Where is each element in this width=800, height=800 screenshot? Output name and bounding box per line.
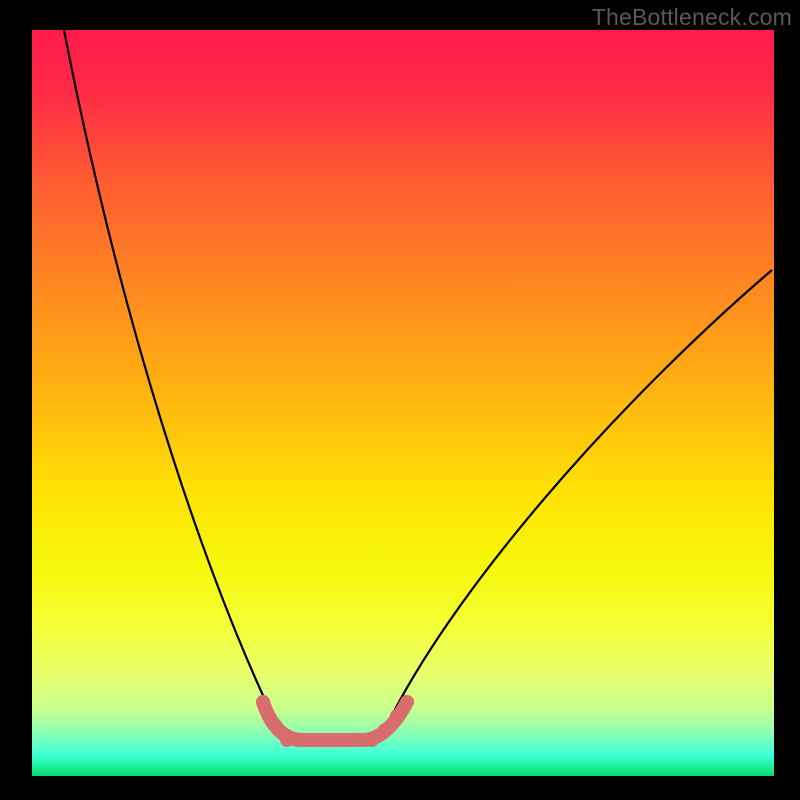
highlight-dot	[365, 733, 379, 747]
highlight-group	[256, 695, 414, 747]
chart-frame: TheBottleneck.com	[0, 0, 800, 800]
highlight-dot	[378, 723, 392, 737]
highlight-dot	[280, 733, 294, 747]
watermark-text: TheBottleneck.com	[592, 4, 792, 31]
highlight-dot	[400, 695, 414, 709]
highlight-dot	[256, 695, 270, 709]
highlight-dot	[268, 718, 282, 732]
chart-overlay	[0, 0, 800, 800]
highlight-dot	[390, 709, 404, 723]
bottleneck-curve	[64, 30, 772, 740]
